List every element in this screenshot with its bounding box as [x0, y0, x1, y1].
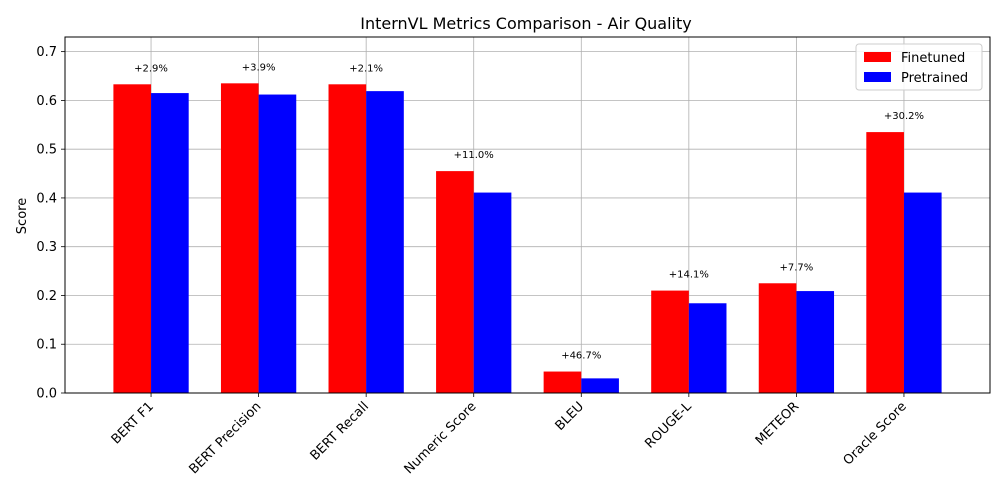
bar-finetuned [113, 84, 152, 393]
y-tick-label: 0.4 [36, 191, 57, 206]
bar-pretrained [473, 192, 512, 393]
x-tick-label: Oracle Score [841, 399, 910, 468]
x-tick-label: BERT Precision [186, 399, 264, 477]
bar-pretrained [581, 378, 619, 393]
bar-pretrained [258, 94, 297, 394]
pct-change-label: +46.7% [561, 351, 601, 362]
x-tick-label: METEOR [753, 399, 802, 448]
bar-finetuned [220, 83, 259, 393]
legend: Finetuned Pretrained [855, 43, 983, 91]
bar-finetuned [758, 283, 797, 393]
y-tick-label: 0.2 [36, 289, 57, 304]
y-tick-label: 0.6 [36, 94, 57, 109]
x-tick-label: Numeric Score [402, 399, 480, 477]
bar-pretrained [796, 291, 835, 393]
y-tick-label: 0.1 [36, 338, 57, 353]
grid-lines [65, 37, 990, 394]
bar-finetuned [436, 171, 474, 393]
bars [113, 83, 942, 394]
pct-change-label: +14.1% [669, 270, 709, 281]
legend-label: Pretrained [901, 71, 968, 86]
plot-frame [64, 36, 991, 394]
x-tick-label: BLEU [553, 399, 588, 434]
pct-change-label: +11.0% [454, 150, 494, 161]
x-tick-label: BERT F1 [109, 399, 157, 447]
legend-swatch [864, 52, 891, 62]
bar-finetuned [866, 132, 904, 393]
y-axis-label: Score [15, 198, 30, 234]
pct-change-label: +3.9% [242, 62, 276, 73]
chart-title: InternVL Metrics Comparison - Air Qualit… [360, 14, 692, 33]
bar-pretrained [151, 93, 189, 394]
bar-finetuned [651, 290, 689, 393]
legend-label: Finetuned [901, 51, 965, 66]
pct-change-label: +2.9% [134, 63, 168, 74]
y-tick-label: 0.7 [36, 45, 57, 60]
bar-pretrained [688, 303, 727, 393]
y-tick-label: 0.0 [36, 387, 57, 402]
bar-finetuned [328, 84, 367, 393]
bar-finetuned [543, 371, 582, 393]
bar-pretrained [366, 91, 404, 394]
y-tick-label: 0.3 [36, 240, 57, 255]
pct-change-label: +7.7% [779, 262, 813, 273]
bar-pretrained [903, 192, 942, 393]
x-tick-label: BERT Recall [308, 399, 372, 463]
annotations: +2.9% +3.9% +2.1% +11.0% +46.7% +14.1% +7.7% +3… [134, 62, 924, 361]
x-tick-label: ROUGE-L [642, 399, 695, 452]
pct-change-label: +2.1% [349, 63, 383, 74]
pct-change-label: +30.2% [884, 111, 924, 122]
y-tick-label: 0.5 [36, 143, 57, 158]
legend-swatch [864, 72, 891, 82]
